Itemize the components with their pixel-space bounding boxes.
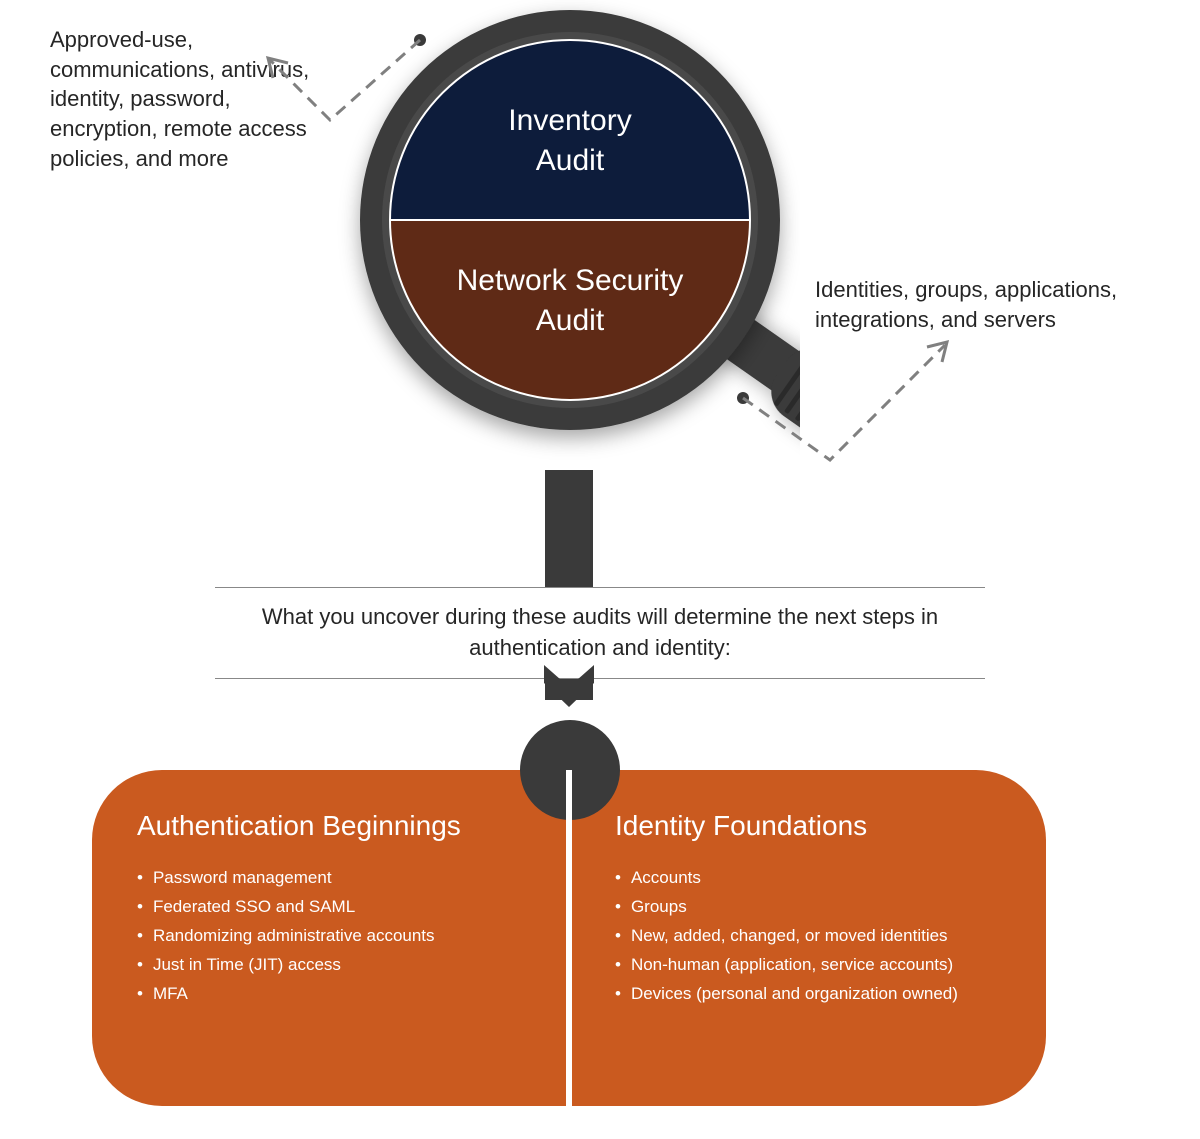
list-item: Just in Time (JIT) access [137, 951, 523, 980]
transition-text: What you uncover during these audits wil… [262, 604, 938, 660]
list-item: MFA [137, 980, 523, 1009]
list-item: Groups [615, 893, 1001, 922]
list-item: Accounts [615, 864, 1001, 893]
card-left-list: Password management Federated SSO and SA… [137, 864, 523, 1008]
card-divider [566, 770, 572, 1120]
card-identity: Identity Foundations Accounts Groups New… [570, 770, 1046, 1106]
list-item: New, added, changed, or moved identities [615, 922, 1001, 951]
transition-band: What you uncover during these audits wil… [215, 587, 985, 679]
card-left-title: Authentication Beginnings [137, 810, 523, 842]
list-item: Password management [137, 864, 523, 893]
list-item: Randomizing administrative accounts [137, 922, 523, 951]
chevron-down-icon [544, 665, 594, 715]
list-item: Non-human (application, service accounts… [615, 951, 1001, 980]
card-right-title: Identity Foundations [615, 810, 1001, 842]
list-item: Federated SSO and SAML [137, 893, 523, 922]
card-authentication: Authentication Beginnings Password manag… [92, 770, 568, 1106]
card-right-list: Accounts Groups New, added, changed, or … [615, 864, 1001, 1008]
callout-connectors-icon [0, 0, 1200, 560]
list-item: Devices (personal and organization owned… [615, 980, 1001, 1009]
